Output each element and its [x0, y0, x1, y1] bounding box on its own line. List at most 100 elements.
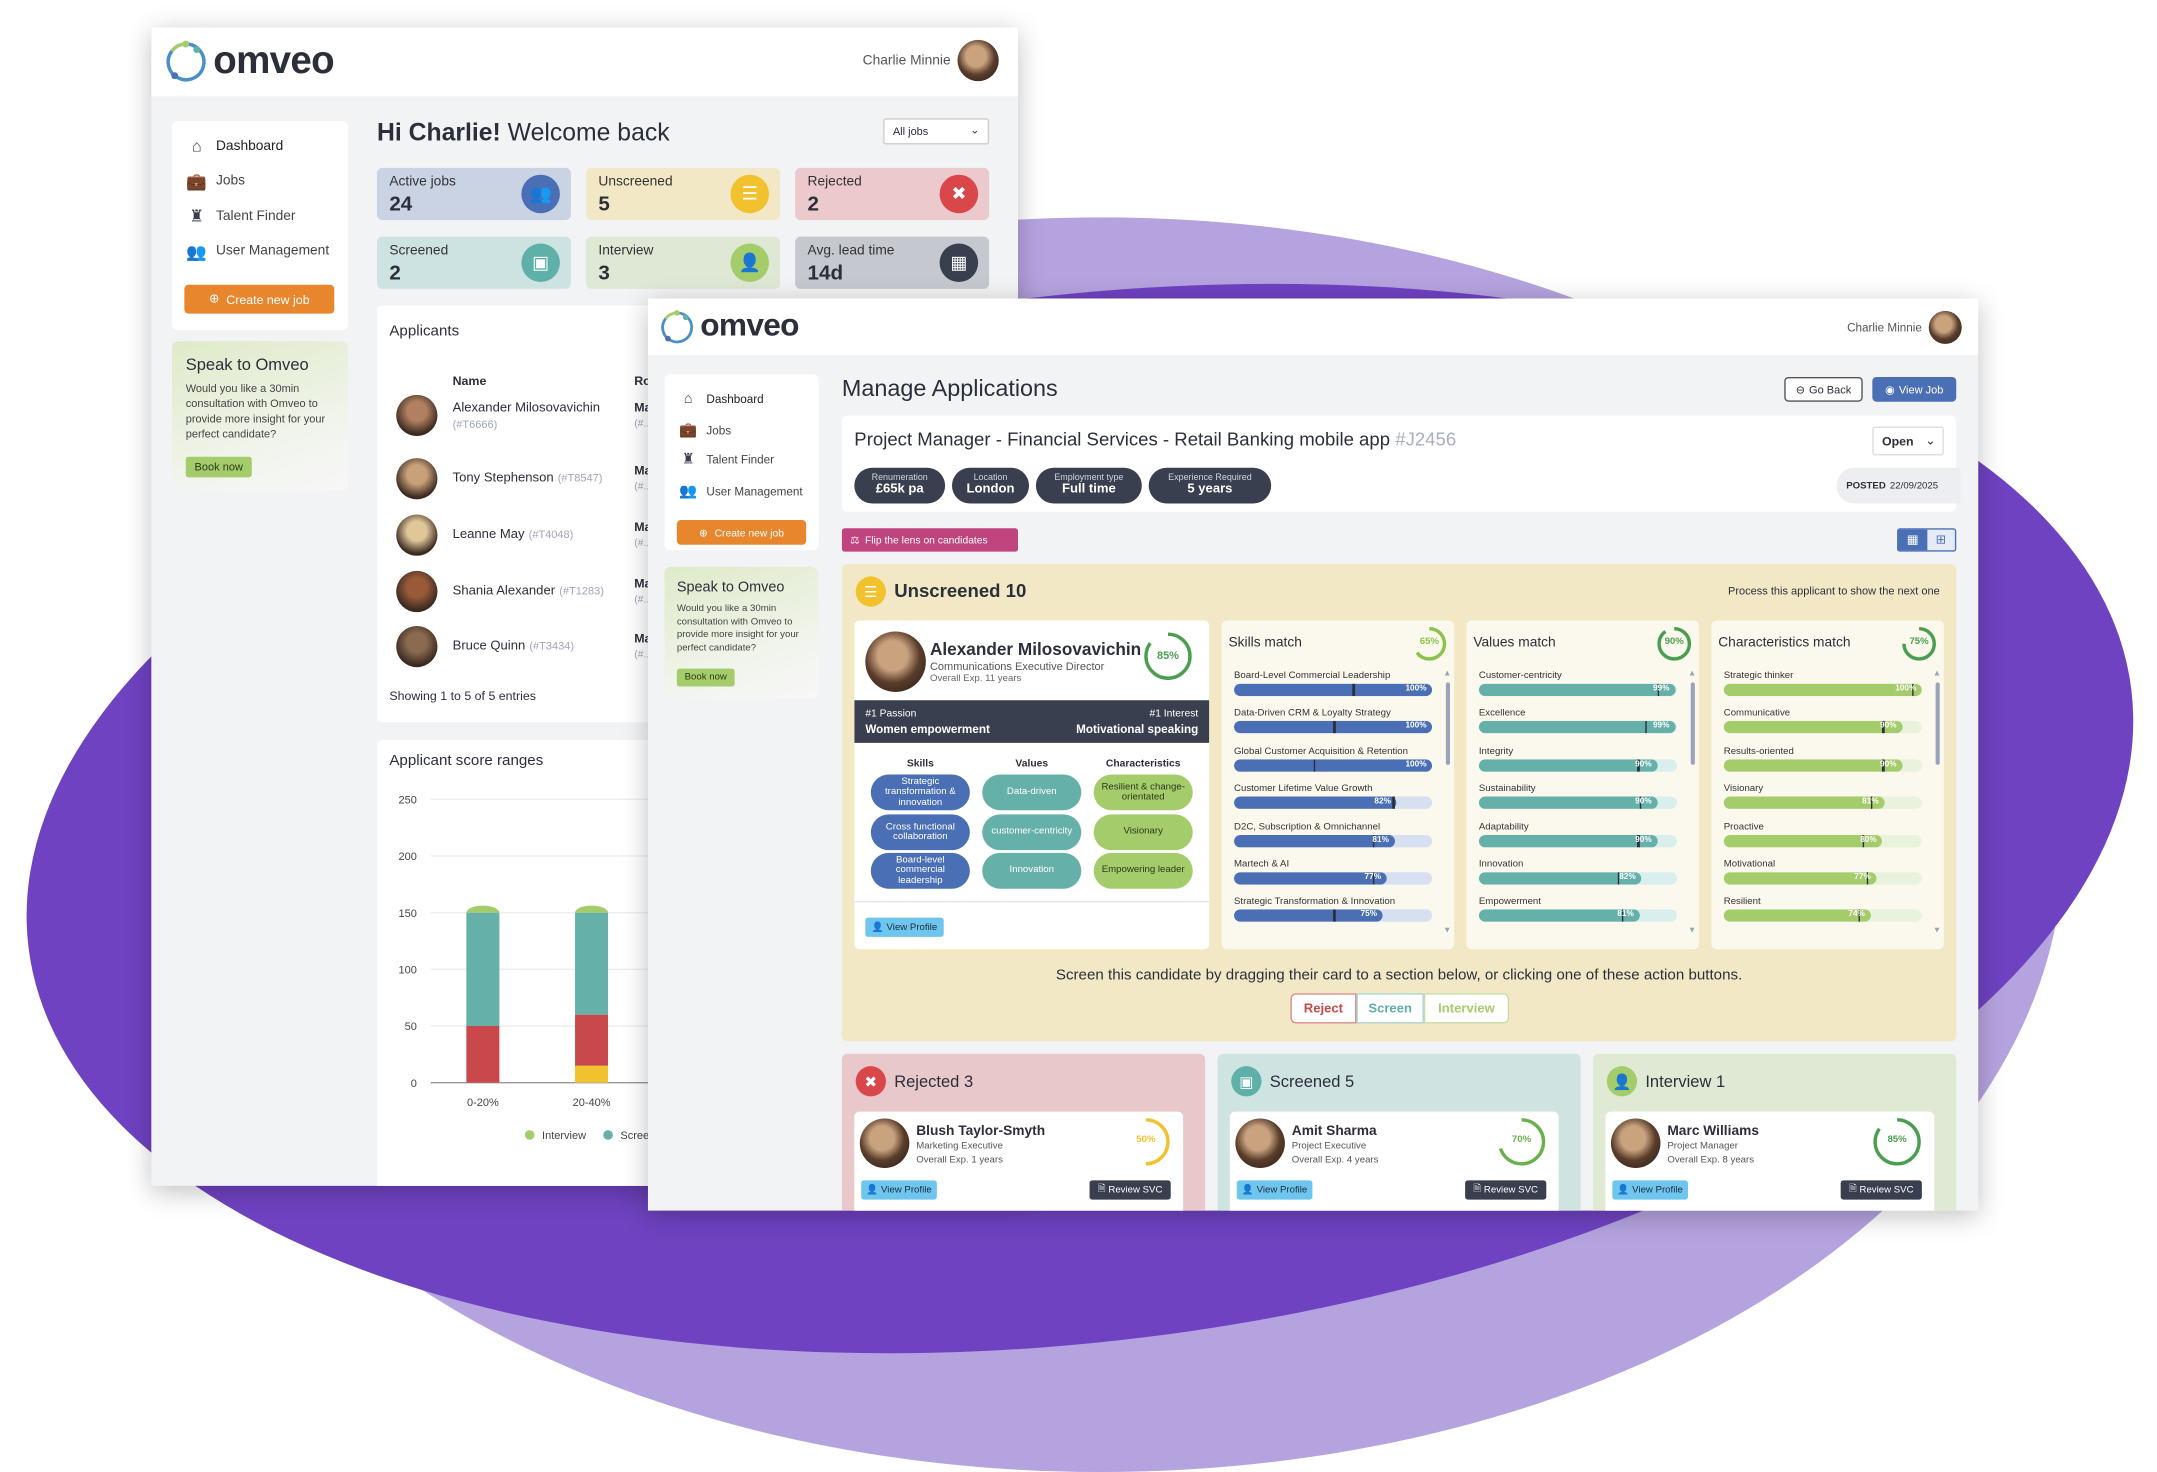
speak-to-omveo-card: Speak to Omveo Would you like a 30min co…: [664, 566, 819, 699]
user-name[interactable]: Charlie Minnie: [1847, 320, 1922, 335]
job-filter-select[interactable]: All jobs ⌄: [883, 118, 990, 145]
job-status-select[interactable]: Open ⌄: [1872, 426, 1944, 456]
board-view-icon[interactable]: ⊞: [1935, 532, 1946, 547]
score-label: 75%: [1909, 636, 1929, 647]
view-profile-button[interactable]: 👤 View Profile: [861, 1180, 937, 1200]
match-bar: 82%: [1234, 796, 1433, 810]
match-bar: 100%: [1234, 759, 1433, 772]
review-svc-button[interactable]: 🗎 Review SVC: [1089, 1180, 1171, 1200]
ring-arc: [1144, 632, 1192, 680]
column-header-role[interactable]: Ro: [634, 374, 651, 388]
user-avatar[interactable]: [957, 39, 999, 82]
grid-view-icon[interactable]: ▦: [1898, 529, 1927, 551]
sidebar-item-talent-finder[interactable]: ♜ Talent Finder: [186, 206, 295, 225]
match-target-marker: [1372, 872, 1375, 885]
applicant-role-id: (#...: [634, 416, 652, 430]
go-back-button[interactable]: ⊖ Go Back: [1784, 376, 1863, 402]
view-profile-button[interactable]: 👤 View Profile: [1612, 1180, 1688, 1200]
user-avatar[interactable]: [1928, 310, 1962, 344]
screen-button[interactable]: Screen: [1356, 993, 1424, 1024]
flip-lens-button[interactable]: ⚖ Flip the lens on candidates: [841, 528, 1019, 552]
view-profile-button[interactable]: 👤 View Profile: [865, 917, 944, 937]
sidebar-item-talent-finder[interactable]: ♜ Talent Finder: [678, 451, 774, 468]
reject-button[interactable]: Reject: [1290, 993, 1357, 1024]
y-tick-label: 100: [398, 964, 416, 976]
scrollbar[interactable]: [1935, 682, 1940, 765]
book-now-button[interactable]: Book now: [676, 668, 735, 687]
stat-card-interview[interactable]: Interview 3 👤: [586, 236, 781, 289]
applicant-name: Bruce Quinn (#T3434): [453, 638, 574, 653]
scroll-up-icon[interactable]: ▲: [1688, 669, 1697, 679]
applicant-role: Ma: [634, 631, 652, 646]
table-row[interactable]: Shania Alexander (#T1283) Ma (#...: [377, 570, 982, 614]
y-tick-label: 200: [398, 851, 416, 863]
scroll-down-icon[interactable]: ▼: [1688, 927, 1697, 936]
candidate-name: Amit Sharma: [1291, 1123, 1377, 1140]
interest-value: Motivational speaking: [1076, 722, 1199, 736]
user-x-icon: ✖: [939, 174, 979, 214]
sidebar-item-user-management[interactable]: 👥 User Management: [678, 481, 802, 500]
lane-candidate-card[interactable]: Marc Williams Project Manager Overall Exp.…: [1605, 1111, 1935, 1211]
stat-card-rejected[interactable]: Rejected 2 ✖: [795, 167, 990, 221]
table-row[interactable]: Leanne May (#T4048) Ma (#...: [377, 513, 982, 557]
passion-label: #1 Passion: [865, 707, 917, 720]
column-header-name[interactable]: Name: [452, 374, 487, 388]
match-bar: 90%: [1723, 721, 1922, 734]
match-bar-fill: [1234, 834, 1395, 847]
scroll-up-icon[interactable]: ▲: [1932, 669, 1942, 679]
match-value-label: 81%: [1617, 911, 1634, 920]
create-new-job-button[interactable]: ⊕ Create new job: [184, 284, 335, 314]
match-value-label: 100%: [1405, 685, 1427, 694]
sidebar-item-user-management[interactable]: 👥 User Management: [186, 241, 329, 260]
sidebar-item-dashboard[interactable]: ⌂ Dashboard: [678, 391, 764, 408]
view-profile-label: View Profile: [1256, 1185, 1308, 1195]
scroll-up-icon[interactable]: ▲: [1443, 669, 1452, 679]
user-tie-icon: ♜: [681, 451, 695, 468]
review-svc-button[interactable]: 🗎 Review SVC: [1465, 1180, 1547, 1200]
view-job-button[interactable]: ◉ View Job: [1872, 376, 1957, 402]
stat-card-avg-lead-time[interactable]: Avg. lead time 14d ▦: [795, 236, 990, 289]
sidebar-item-jobs[interactable]: 💼 Jobs: [678, 421, 731, 439]
view-profile-button[interactable]: 👤 View Profile: [1236, 1180, 1313, 1200]
candidate-experience: Overall Exp. 1 years: [916, 1155, 1003, 1166]
book-now-button[interactable]: Book now: [185, 456, 252, 478]
lane-candidate-card[interactable]: Amit Sharma Project Executive Overall Exp.…: [1229, 1111, 1559, 1211]
stat-card-unscreened[interactable]: Unscreened 5 ☰: [586, 167, 781, 221]
scroll-down-icon[interactable]: ▼: [1932, 927, 1942, 936]
scroll-down-icon[interactable]: ▼: [1443, 927, 1452, 936]
interview-button[interactable]: Interview: [1423, 993, 1510, 1024]
ring-arc: [1902, 626, 1936, 661]
sidebar-item-dashboard[interactable]: ⌂ Dashboard: [186, 136, 284, 155]
user-name[interactable]: Charlie Minnie: [862, 53, 951, 69]
user-x-icon: ✖: [855, 1066, 886, 1097]
users-icon: 👥: [521, 174, 560, 214]
match-item-label: D2C, Subscription & Omnichannel: [1234, 822, 1381, 832]
review-svc-button[interactable]: 🗎 Review SVC: [1840, 1180, 1922, 1200]
match-bar-fill: [1478, 683, 1675, 697]
create-new-job-button[interactable]: ⊕ Create new job: [676, 520, 807, 545]
stat-card-screened[interactable]: Screened 2 ▣: [376, 236, 571, 289]
stat-card-active-jobs[interactable]: Active jobs 24 👥: [376, 167, 571, 221]
tag-column-title: Skills: [906, 756, 934, 770]
greeting-rest: Welcome back: [500, 118, 670, 146]
candidate-name: Marc Williams: [1667, 1123, 1759, 1140]
pill-label: Employment type: [1054, 472, 1124, 483]
candidate-card[interactable]: Alexander Milosovavichin Communications …: [854, 620, 1210, 950]
sidebar-item-label: Jobs: [706, 423, 732, 437]
match-target-marker: [1858, 909, 1861, 923]
lane-candidate-card[interactable]: Blush Taylor-Smyth Marketing Executive Ove…: [854, 1111, 1184, 1211]
unscreened-hint: Process this applicant to show the next …: [1728, 584, 1940, 598]
match-value-label: 99%: [1652, 722, 1670, 732]
sidebar-item-jobs[interactable]: 💼 Jobs: [186, 171, 245, 190]
y-tick-label: 0: [411, 1078, 417, 1090]
scrollbar[interactable]: [1690, 682, 1695, 765]
divider: [854, 901, 1210, 903]
stat-label: Active jobs: [389, 174, 456, 190]
applicant-role-id: (#...: [634, 536, 652, 549]
table-row[interactable]: Bruce Quinn (#T3434) Ma (#...: [377, 625, 982, 669]
candidate-score-ring: [1144, 632, 1192, 680]
scrollbar[interactable]: [1445, 682, 1450, 765]
table-row[interactable]: Tony Stephenson (#T8547) Ma (#...: [377, 457, 982, 501]
table-row[interactable]: Alexander Milosovavichin (#T6666) Ma (#...: [377, 393, 982, 437]
